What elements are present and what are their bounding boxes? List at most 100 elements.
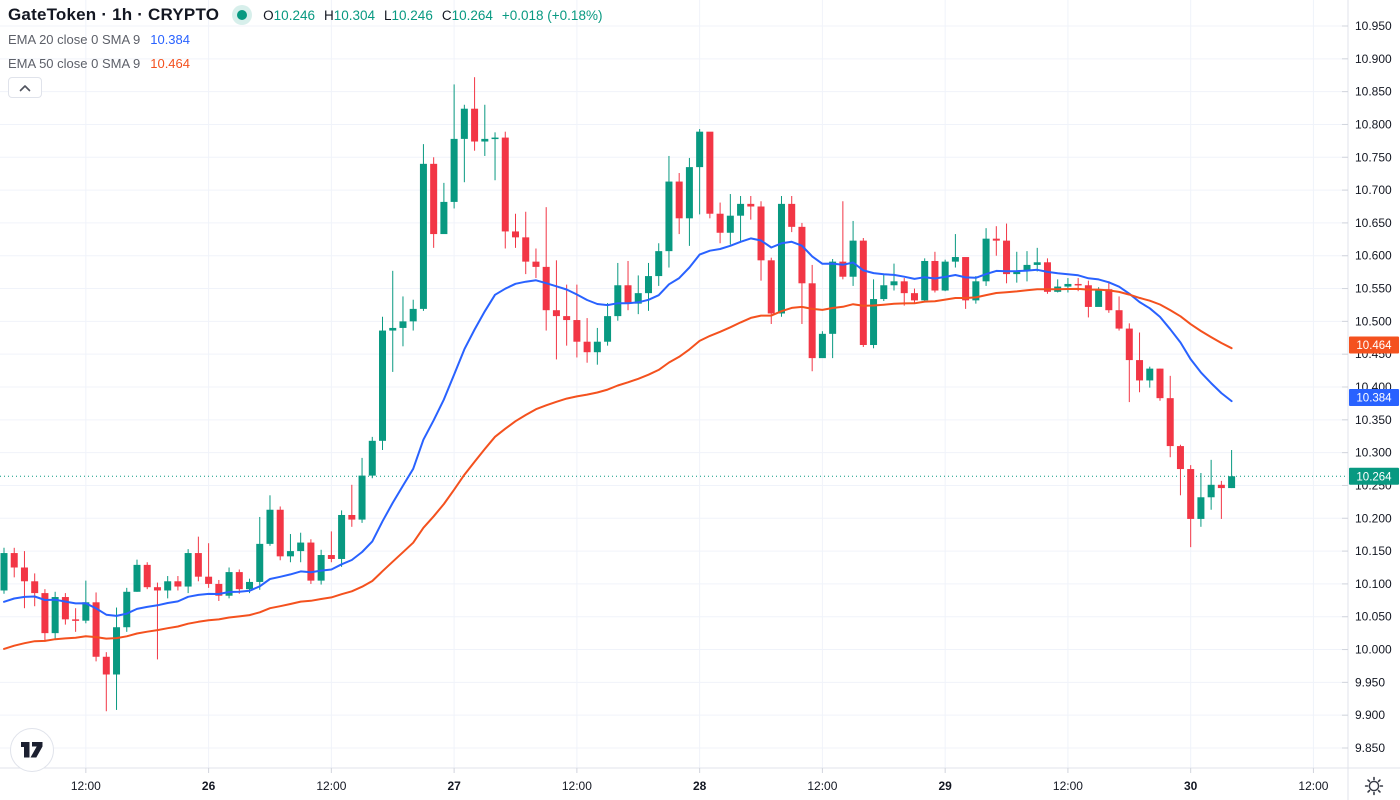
candle-up <box>409 308 417 322</box>
candle-down <box>583 341 591 353</box>
price-tag-label: 10.464 <box>1356 340 1392 352</box>
candle-up <box>0 553 8 591</box>
candle-up <box>880 285 888 300</box>
price-axis-label[interactable]: 10.300 <box>1355 446 1392 460</box>
candle-up <box>491 137 499 140</box>
candle-down <box>788 203 796 227</box>
candle-down <box>153 587 161 591</box>
candle-up <box>829 261 837 334</box>
candle-up <box>685 167 693 219</box>
time-axis-label[interactable]: 12:00 <box>1053 779 1083 793</box>
ohlc-values: O10.246 H10.304 L10.246 C10.264 +0.018 (… <box>263 8 602 23</box>
candle-up <box>1023 264 1031 271</box>
candle-down <box>72 619 80 621</box>
candle-up <box>133 564 141 592</box>
price-axis-label[interactable]: 9.850 <box>1355 741 1385 755</box>
time-axis-label[interactable]: 12:00 <box>1298 779 1328 793</box>
candle-up <box>634 293 642 304</box>
ema20-line <box>3 237 1233 617</box>
candle-up <box>399 321 407 328</box>
price-axis-label[interactable]: 10.650 <box>1355 216 1392 230</box>
candle-down <box>471 108 479 142</box>
candle-down <box>675 181 683 219</box>
time-axis-label[interactable]: 27 <box>447 779 461 793</box>
price-axis-label[interactable]: 10.950 <box>1355 19 1392 33</box>
tradingview-logo-glyph <box>30 742 43 758</box>
time-axis-label[interactable]: 12:00 <box>807 779 837 793</box>
candle-up <box>1095 289 1103 307</box>
candle-down <box>1074 283 1082 286</box>
candle-down <box>1156 368 1164 399</box>
price-axis-label[interactable]: 10.700 <box>1355 183 1392 197</box>
time-axis-label[interactable]: 29 <box>938 779 952 793</box>
price-axis-label[interactable]: 10.350 <box>1355 413 1392 427</box>
candle-down <box>501 137 509 232</box>
candle-up <box>317 555 325 581</box>
price-axis-label[interactable]: 10.550 <box>1355 282 1392 296</box>
time-axis-label[interactable]: 26 <box>202 779 216 793</box>
time-axis-label[interactable]: 12:00 <box>71 779 101 793</box>
candle-up <box>921 260 929 301</box>
candle-down <box>143 564 151 588</box>
candle-down <box>205 576 213 584</box>
candle-down <box>1105 289 1113 311</box>
candle-down <box>1084 285 1092 307</box>
price-axis-label[interactable]: 9.950 <box>1355 675 1385 689</box>
price-axis-label[interactable]: 10.200 <box>1355 511 1392 525</box>
time-axis-label[interactable]: 12:00 <box>562 779 592 793</box>
price-axis-label[interactable]: 10.050 <box>1355 610 1392 624</box>
candle-down <box>859 240 867 345</box>
collapse-legend-button[interactable] <box>8 77 42 98</box>
candle-down <box>10 553 18 568</box>
candle-down <box>1115 310 1123 329</box>
price-axis-label[interactable]: 10.850 <box>1355 85 1392 99</box>
candle-up <box>614 285 622 317</box>
tradingview-logo[interactable] <box>10 728 54 772</box>
sun-ray <box>1367 779 1371 783</box>
time-axis-label[interactable]: 30 <box>1184 779 1198 793</box>
candle-down <box>1043 262 1051 292</box>
symbol-title[interactable]: GateToken · 1h · CRYPTO <box>8 5 220 24</box>
candle-down <box>910 293 918 301</box>
candle-down <box>522 237 530 262</box>
candle-up <box>890 281 898 286</box>
candle-up <box>419 163 427 309</box>
candle-up <box>481 138 489 142</box>
price-axis-label[interactable]: 9.900 <box>1355 708 1385 722</box>
candle-up <box>266 509 274 544</box>
candle-up <box>368 440 376 476</box>
price-axis-label[interactable]: 10.500 <box>1355 314 1392 328</box>
symbol-row[interactable]: GateToken · 1h · CRYPTO O10.246 H10.304 … <box>8 5 602 25</box>
candle-up <box>297 542 305 552</box>
time-axis-label[interactable]: 12:00 <box>316 779 346 793</box>
candle-down <box>307 542 315 581</box>
candle-up <box>665 181 673 252</box>
price-axis-label[interactable]: 10.600 <box>1355 249 1392 263</box>
candle-down <box>512 231 519 238</box>
time-axis-label[interactable]: 28 <box>693 779 707 793</box>
candle-up <box>256 543 264 582</box>
price-axis-label[interactable]: 10.150 <box>1355 544 1392 558</box>
indicator-row-ema50[interactable]: EMA 50 close 0 SMA 9 10.464 <box>8 53 602 73</box>
price-axis-label[interactable]: 10.100 <box>1355 577 1392 591</box>
price-axis-label[interactable]: 10.900 <box>1355 52 1392 66</box>
price-axis-label[interactable]: 10.750 <box>1355 150 1392 164</box>
candle-down <box>92 602 100 657</box>
candle-down <box>1003 240 1011 275</box>
candle-down <box>808 283 816 359</box>
candle-up <box>225 572 233 596</box>
sun-settings-icon[interactable] <box>1368 780 1380 792</box>
price-tag <box>1349 336 1399 354</box>
candle-down <box>798 226 806 284</box>
candle-down <box>1125 328 1133 361</box>
ema20-value: 10.384 <box>150 31 190 47</box>
candle-up <box>82 602 90 621</box>
candle-up <box>358 475 366 520</box>
price-axis-label[interactable]: 10.000 <box>1355 643 1392 657</box>
candle-down <box>992 238 1000 241</box>
price-axis-label[interactable]: 10.800 <box>1355 117 1392 131</box>
candle-down <box>102 656 110 675</box>
indicator-row-ema20[interactable]: EMA 20 close 0 SMA 9 10.384 <box>8 29 602 49</box>
